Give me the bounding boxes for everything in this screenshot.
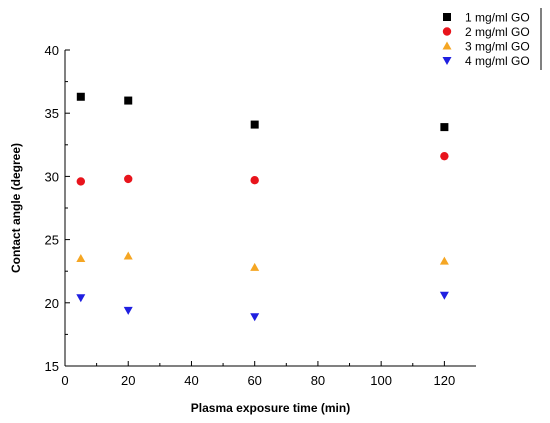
data-point-series-1	[250, 120, 259, 129]
data-points	[76, 92, 449, 322]
y-tick-label: 35	[45, 106, 59, 121]
y-tick-label: 15	[45, 359, 59, 374]
axis-ticks: 0 20 40 60 80 100 120 15 20 25 30 35 40	[45, 43, 456, 388]
legend-label-3: 3 mg/ml GO	[465, 40, 530, 54]
data-point-series-3	[123, 251, 133, 260]
data-point-series-4	[439, 291, 449, 300]
y-tick-label: 25	[45, 233, 59, 248]
legend-marker-3	[442, 41, 452, 50]
legend-label-2: 2 mg/ml GO	[465, 25, 530, 39]
legend-label-1: 1 mg/ml GO	[465, 11, 530, 25]
y-axis-label: Contact angle (degree)	[9, 143, 23, 273]
x-tick-label: 40	[184, 373, 198, 388]
data-point-series-4	[250, 313, 260, 322]
data-point-series-2	[76, 177, 86, 186]
x-axis-label: Plasma exposure time (min)	[191, 401, 350, 415]
data-point-series-2	[124, 174, 133, 184]
y-tick-label: 20	[45, 296, 59, 311]
x-tick-label: 100	[370, 373, 392, 388]
y-tick-label: 30	[45, 169, 59, 184]
y-tick-label: 40	[45, 43, 59, 58]
legend-label-4: 4 mg/ml GO	[465, 54, 530, 68]
data-point-series-3	[76, 254, 86, 263]
legend: 1 mg/ml GO2 mg/ml GO3 mg/ml GO4 mg/ml GO	[442, 8, 542, 70]
data-point-series-2	[250, 175, 259, 185]
data-point-series-4	[76, 294, 86, 303]
x-tick-label: 0	[61, 373, 68, 388]
legend-marker-4	[442, 57, 452, 65]
data-point-series-1	[440, 123, 449, 132]
data-point-series-4	[123, 306, 133, 315]
x-tick-label: 120	[434, 373, 456, 388]
x-tick-label: 80	[311, 373, 325, 388]
legend-marker-1	[443, 13, 451, 21]
data-point-series-2	[440, 151, 449, 161]
x-tick-label: 20	[121, 373, 135, 388]
x-tick-label: 60	[247, 373, 261, 388]
data-point-series-3	[250, 262, 260, 271]
legend-marker-2	[442, 27, 452, 36]
data-point-series-1	[124, 96, 133, 105]
data-point-series-1	[76, 92, 85, 101]
data-point-series-3	[439, 256, 449, 265]
